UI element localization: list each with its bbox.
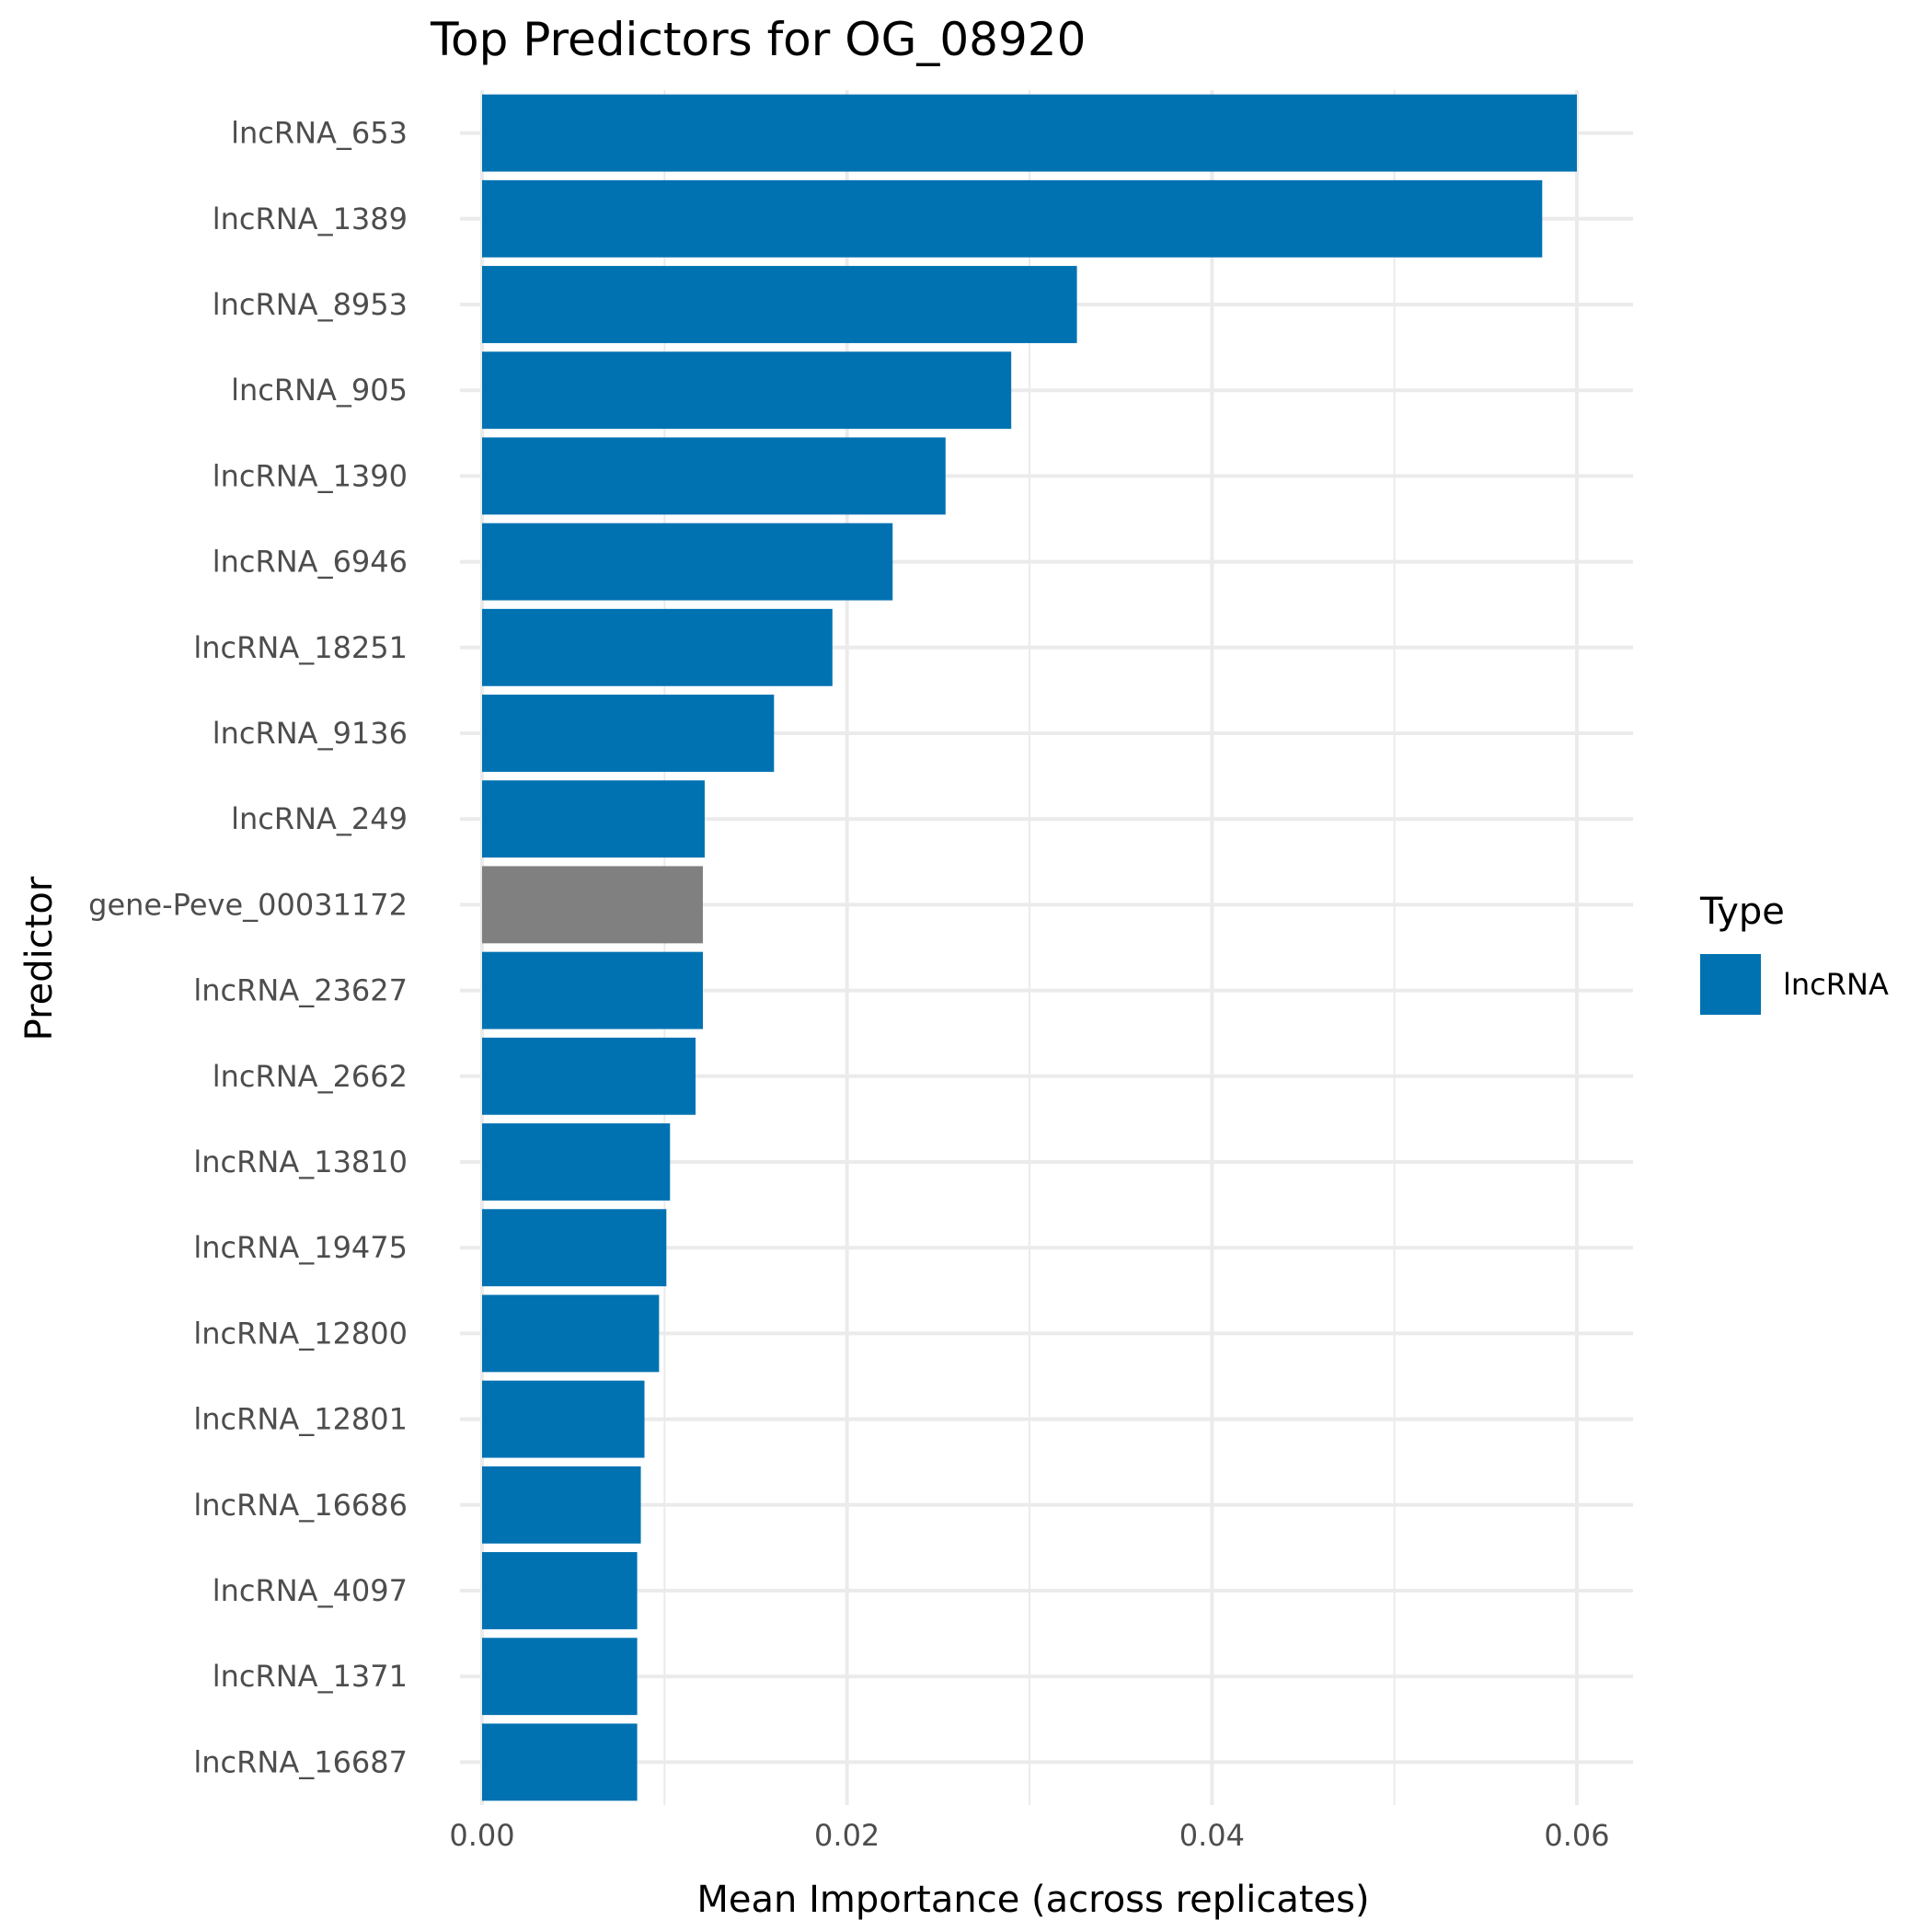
y-tick-label: lncRNA_16687 — [193, 1744, 408, 1779]
legend-title: Type — [1699, 891, 1785, 933]
bar — [482, 1723, 638, 1801]
x-tick-label: 0.00 — [449, 1818, 514, 1853]
y-tick-label: lncRNA_653 — [231, 116, 408, 151]
bar — [482, 1552, 638, 1629]
bar — [482, 695, 775, 772]
bar — [482, 1294, 660, 1373]
bar — [482, 951, 703, 1029]
y-tick-label: lncRNA_1371 — [213, 1659, 408, 1694]
bar — [482, 351, 1012, 430]
x-tick-label: 0.06 — [1544, 1818, 1609, 1853]
y-tick-label: lncRNA_19475 — [193, 1230, 408, 1265]
bars — [482, 94, 1577, 1801]
y-tick-label: lncRNA_12801 — [193, 1402, 408, 1437]
y-tick-label: lncRNA_18251 — [193, 630, 408, 665]
x-tick-labels: 0.00 0.02 0.04 0.06 — [449, 1818, 1609, 1853]
bar — [482, 437, 946, 515]
y-tick-label: lncRNA_4097 — [213, 1573, 408, 1608]
legend: Type lncRNA — [1699, 891, 1889, 1015]
bar — [482, 866, 703, 944]
grid — [460, 90, 1633, 1805]
bar — [482, 1466, 641, 1544]
bar — [482, 266, 1077, 343]
y-tick-label: lncRNA_8953 — [213, 287, 408, 322]
bar — [482, 523, 893, 601]
bar — [482, 608, 833, 686]
y-tick-label: lncRNA_1390 — [213, 458, 408, 493]
bar — [482, 1380, 645, 1458]
bar — [482, 1209, 667, 1287]
legend-label-lncrna: lncRNA — [1783, 967, 1889, 1002]
y-tick-labels: lncRNA_653 lncRNA_1389 lncRNA_8953 lncRNA_9… — [88, 116, 408, 1780]
chart-title: Top Predictors for OG_08920 — [430, 13, 1086, 66]
bar — [482, 1638, 638, 1716]
y-tick-label: gene-Peve_00031172 — [88, 887, 408, 922]
bar — [482, 179, 1543, 258]
y-tick-label: lncRNA_23627 — [193, 973, 408, 1008]
bar — [482, 1123, 671, 1201]
x-axis-title: Mean Importance (across replicates) — [696, 1879, 1369, 1921]
bar — [482, 94, 1577, 172]
y-tick-label: lncRNA_905 — [231, 373, 408, 408]
y-axis-title: Predictor — [18, 876, 61, 1041]
bar — [482, 780, 705, 858]
legend-key-lncrna — [1700, 954, 1761, 1015]
y-tick-label: lncRNA_249 — [231, 801, 408, 836]
y-tick-label: lncRNA_2662 — [213, 1059, 408, 1094]
y-tick-label: lncRNA_9136 — [213, 716, 408, 751]
y-tick-label: lncRNA_16686 — [193, 1488, 408, 1523]
x-tick-label: 0.02 — [814, 1818, 880, 1853]
y-tick-label: lncRNA_6946 — [213, 545, 408, 580]
bar — [482, 1037, 696, 1115]
y-tick-label: lncRNA_13810 — [193, 1144, 408, 1179]
y-tick-label: lncRNA_12800 — [193, 1316, 408, 1351]
y-tick-label: lncRNA_1389 — [213, 201, 408, 236]
x-tick-label: 0.04 — [1179, 1818, 1245, 1853]
